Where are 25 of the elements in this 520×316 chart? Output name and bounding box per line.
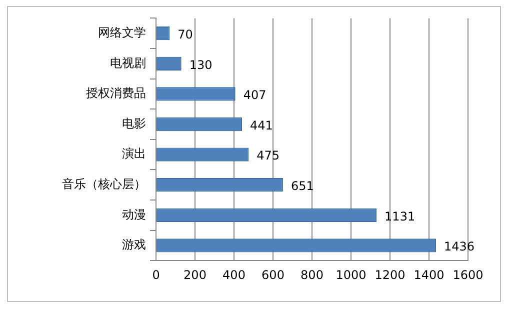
x-tick-label: 800 xyxy=(300,268,324,282)
data-label: 70 xyxy=(178,27,193,42)
data-label: 130 xyxy=(189,58,212,72)
x-tick-label: 400 xyxy=(222,268,246,282)
y-tick-label: 演出 xyxy=(122,146,146,161)
x-tick-label: 1600 xyxy=(452,268,484,282)
y-tick-label: 电影 xyxy=(122,116,146,130)
y-tick-label: 网络文学 xyxy=(98,25,146,40)
y-tick-label: 音乐（核心层） xyxy=(62,176,146,191)
x-tick-label: 1000 xyxy=(336,268,366,282)
y-tick-label: 电视剧 xyxy=(110,56,146,70)
data-label: 1131 xyxy=(384,209,416,224)
data-label: 475 xyxy=(256,148,280,163)
data-label: 441 xyxy=(250,118,273,132)
data-label: 651 xyxy=(290,178,314,193)
data-label: 407 xyxy=(243,88,266,102)
x-tick-label: 600 xyxy=(262,268,284,282)
y-tick-label: 动漫 xyxy=(122,207,146,222)
data-label: 1436 xyxy=(444,240,475,254)
x-tick-label: 1400 xyxy=(414,268,444,282)
y-tick-label: 游戏 xyxy=(122,238,146,252)
x-tick-label: 0 xyxy=(152,268,160,282)
x-tick-label: 200 xyxy=(184,268,206,282)
y-tick-label: 授权消费品 xyxy=(86,86,146,100)
x-tick-label: 1200 xyxy=(374,268,406,282)
